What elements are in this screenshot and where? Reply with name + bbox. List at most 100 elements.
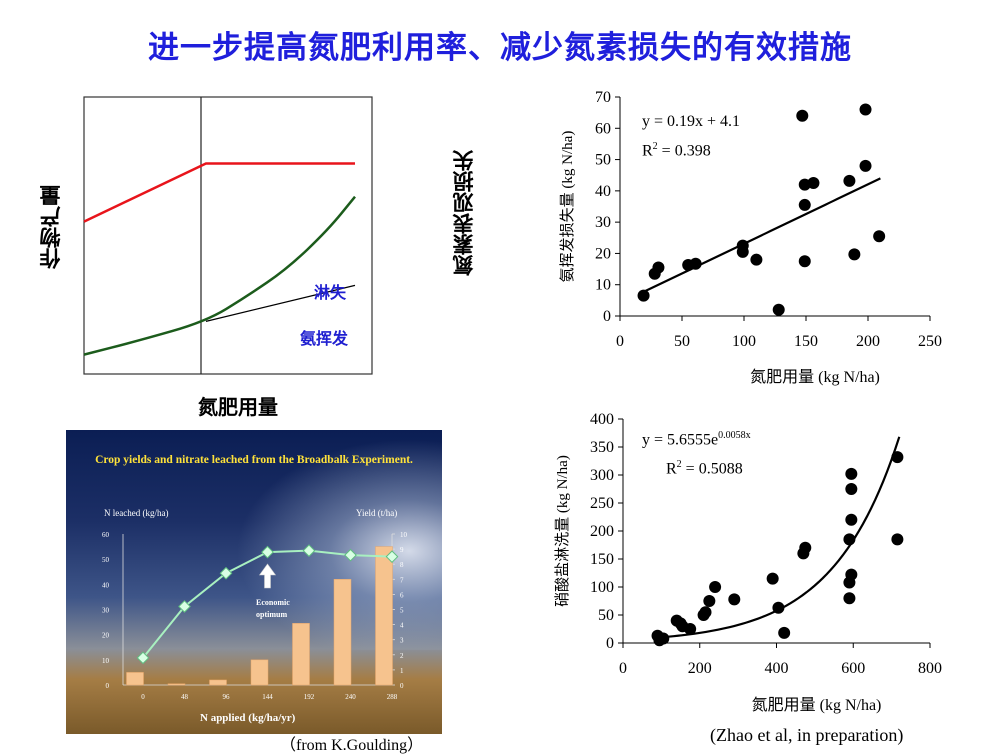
x-tick-label: 600 (841, 660, 865, 677)
bb-x-tick-label: 192 (304, 693, 315, 701)
bb-y2-tick-label: 7 (400, 576, 404, 584)
data-point (699, 606, 712, 619)
concept-series-2 (205, 284, 356, 322)
bb-x-tick-label: 96 (223, 693, 231, 701)
data-point (772, 601, 785, 614)
data-point (684, 623, 697, 635)
x-tick-label: 0 (616, 333, 624, 350)
bb-yield-point (261, 545, 274, 559)
y-tick-label: 10 (595, 277, 611, 294)
concept-series-0 (83, 162, 355, 223)
data-point (709, 581, 722, 593)
bb-bar-192 (292, 623, 310, 686)
bb-y-tick-label: 10 (102, 657, 110, 665)
bb-y-tick-label: 50 (102, 556, 110, 564)
data-point (845, 467, 858, 480)
y-tick-label: 400 (590, 411, 614, 428)
data-point (772, 303, 785, 316)
data-point (845, 483, 858, 495)
y-tick-label: 250 (590, 495, 614, 512)
data-point (891, 451, 904, 464)
photo-sky (222, 430, 442, 650)
citation: (Zhao et al, in preparation) (710, 725, 904, 745)
bb-bar-96 (209, 679, 227, 686)
data-point (778, 626, 791, 639)
photo-xlabel: N applied (kg/ha/yr) (200, 712, 296, 724)
economic-optimum-line2: optimum (256, 610, 288, 619)
y-tick-label: 100 (590, 579, 614, 596)
data-point (843, 592, 856, 605)
bb-yield-point (344, 548, 357, 562)
y-tick-label: 70 (595, 89, 611, 106)
data-point (848, 248, 861, 261)
data-point (843, 533, 856, 546)
photo-chart-title: Crop yields and nitrate leached from the… (95, 454, 413, 466)
y-axis-label: 氨挥发损失量 (kg N/ha) (559, 131, 576, 283)
x-tick-label: 100 (732, 333, 756, 350)
data-point (766, 572, 779, 585)
bb-bar-48 (167, 683, 186, 686)
data-point (637, 289, 650, 302)
y-tick-label: 200 (590, 523, 614, 540)
x-tick-label: 0 (619, 660, 627, 677)
data-point (845, 568, 858, 581)
bb-x-tick-label: 240 (345, 693, 356, 701)
data-point (736, 245, 749, 258)
bb-yield-point (178, 600, 191, 613)
data-point (689, 257, 702, 270)
data-point (891, 533, 904, 546)
s1-equation: y = 0.19x + 4.1 (642, 113, 741, 130)
bb-bar-144 (250, 659, 269, 686)
concept-chart-frame (83, 96, 373, 375)
trendline (644, 177, 881, 293)
x-axis-label: 氮肥用量 (kg N/ha) (750, 368, 880, 386)
bb-x-tick-label: 288 (387, 693, 398, 701)
data-point (750, 253, 763, 266)
y-axis-label: 硝酸盐淋洗量 (kg N/ha) (554, 455, 571, 607)
photo-left-axis-title: N leached (kg/ha) (104, 508, 169, 518)
data-point (873, 230, 886, 243)
bb-y-tick-label: 0 (106, 682, 110, 690)
data-point (807, 177, 820, 190)
bb-bar-240 (333, 579, 352, 686)
s1-r2: R2 = 0.398 (642, 141, 711, 160)
bb-yield-point (385, 550, 399, 564)
label-leaching: 淋失 (314, 283, 347, 302)
data-point (843, 174, 856, 187)
broadbalk-photo-panel: Crop yields and nitrate leached from the… (66, 430, 442, 734)
s2-r2: R2 = 0.5088 (666, 459, 743, 478)
bb-y-tick-label: 20 (102, 632, 110, 640)
data-point (799, 541, 812, 554)
data-point (798, 198, 811, 211)
bb-y2-tick-label: 2 (400, 652, 404, 660)
bb-y2-tick-label: 4 (400, 622, 404, 630)
y-tick-label: 0 (606, 635, 614, 652)
s2-equation: y = 5.6555e0.0058x (642, 430, 751, 449)
y-tick-label: 350 (590, 439, 614, 456)
y-tick-label: 60 (595, 120, 611, 137)
x-tick-label: 400 (765, 660, 789, 677)
concept-series-1 (83, 195, 356, 356)
bb-x-tick-label: 144 (262, 693, 273, 701)
page-title: 进一步提高氮肥利用率、减少氮素损失的有效措施 (148, 30, 852, 66)
data-point (859, 159, 872, 172)
data-point (652, 261, 665, 274)
data-point (703, 595, 716, 607)
data-point (798, 255, 811, 268)
bb-yield-point (302, 544, 316, 557)
photo-credit: （from K.Goulding） (280, 737, 424, 754)
y-tick-label: 50 (598, 607, 614, 624)
economic-optimum-line1: Economic (256, 598, 290, 607)
y-tick-label: 50 (595, 152, 611, 169)
photo-right-axis-title: Yield (t/ha) (356, 508, 398, 518)
x-tick-label: 250 (918, 333, 942, 350)
bb-y-tick-label: 60 (102, 531, 110, 539)
bb-y-tick-label: 30 (102, 607, 110, 615)
concept-chart-lines (83, 162, 356, 356)
x-tick-label: 150 (794, 333, 818, 350)
bb-y2-tick-label: 1 (400, 667, 404, 675)
bb-x-tick-label: 48 (181, 693, 189, 701)
